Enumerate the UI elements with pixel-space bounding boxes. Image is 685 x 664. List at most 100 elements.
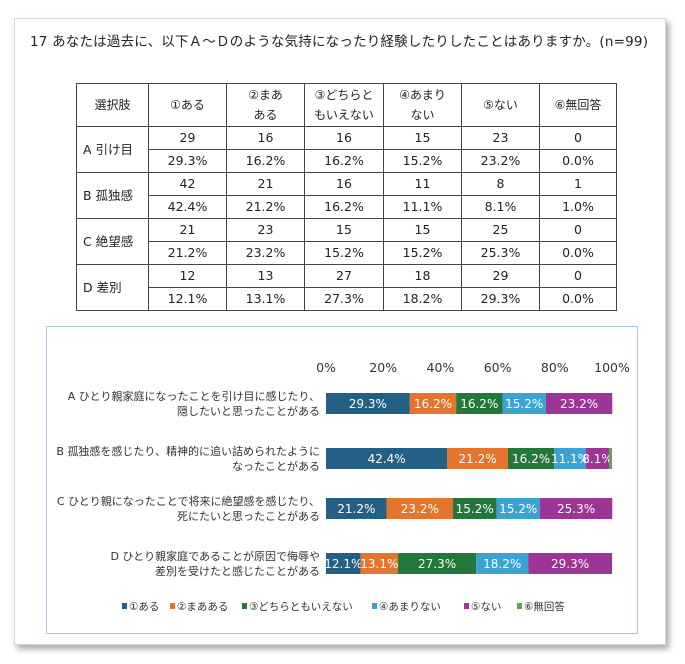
percent-cell: 29.3% bbox=[148, 149, 227, 173]
table-row: A 引け目 29 16 16 15 23 0 bbox=[76, 126, 617, 173]
category-label: なったことがある bbox=[232, 459, 320, 473]
category-label: 死にたいと思ったことがある bbox=[177, 509, 320, 523]
percent-cell: 23.2% bbox=[461, 149, 540, 173]
percent-cell: 0.0% bbox=[539, 287, 617, 311]
legend-swatch bbox=[517, 603, 522, 609]
bar-segment bbox=[609, 448, 612, 469]
percent-cell: 1.0% bbox=[539, 195, 617, 219]
data-label: 29.3% bbox=[551, 557, 589, 571]
question-title: 17 あなたは過去に、以下Ａ～Ｄのような気持になったり経験したりしたことはありま… bbox=[30, 34, 649, 50]
legend-swatch bbox=[372, 603, 377, 609]
bar-segment bbox=[502, 393, 546, 414]
bar-segment bbox=[398, 553, 477, 574]
data-label: 42.4% bbox=[368, 452, 406, 466]
legend-swatch bbox=[170, 603, 175, 609]
data-label: 29.3% bbox=[349, 397, 387, 411]
percent-cell: 27.3% bbox=[304, 287, 384, 311]
bar-segment bbox=[456, 393, 503, 414]
bar-segment bbox=[554, 448, 586, 469]
x-tick-label: 80% bbox=[541, 360, 569, 375]
row-label: A 引け目 bbox=[76, 126, 149, 173]
count-cell: 12 bbox=[148, 264, 227, 288]
bar-segment bbox=[326, 553, 361, 574]
header-cell: ⑤ない bbox=[461, 83, 540, 127]
data-label: 16.2% bbox=[460, 397, 498, 411]
table-row: 21.2% 23.2% 15.2% 15.2% 25.3% 0.0% bbox=[77, 241, 617, 265]
chart-frame bbox=[46, 326, 638, 634]
category-label: C ひとり親になったことで将来に絶望感を感じたり、 bbox=[57, 494, 320, 508]
legend-label: ②まあある bbox=[177, 601, 228, 613]
legend-swatch bbox=[464, 603, 469, 609]
data-label: 21.2% bbox=[337, 502, 375, 516]
bar-segment bbox=[360, 553, 399, 574]
percent-cell: 8.1% bbox=[461, 195, 540, 219]
data-label: 25.3% bbox=[557, 502, 595, 516]
x-tick-label: 0% bbox=[316, 360, 336, 375]
bar-segment bbox=[528, 553, 612, 574]
header-cell: 選択肢 bbox=[76, 83, 149, 127]
data-label: 13.1% bbox=[360, 557, 398, 571]
legend-label: ④あまりない bbox=[379, 601, 441, 613]
bar-segment bbox=[496, 498, 540, 519]
bar-segment bbox=[386, 498, 453, 519]
bar-segment bbox=[326, 498, 387, 519]
category-label: 差別を受けたと感じたことがある bbox=[155, 564, 320, 578]
category-label: 隠したいと思ったことがある bbox=[177, 404, 320, 418]
count-cell: 0 bbox=[539, 264, 617, 288]
bar-segment bbox=[476, 553, 529, 574]
bar-segment bbox=[507, 448, 555, 469]
legend-label: ⑥無回答 bbox=[524, 600, 565, 613]
bar-segment bbox=[447, 448, 508, 469]
data-label: 16.2% bbox=[512, 452, 550, 466]
percent-cell: 42.4% bbox=[148, 195, 227, 219]
count-cell: 8 bbox=[461, 172, 540, 196]
table-row: 42.4% 21.2% 16.2% 11.1% 8.1% 1.0% bbox=[77, 195, 617, 219]
legend-swatch bbox=[122, 603, 127, 609]
legend-label: ③どちらともいえない bbox=[249, 601, 353, 613]
percent-cell: 18.2% bbox=[383, 287, 462, 311]
data-label: 18.2% bbox=[483, 557, 521, 571]
data-label: 15.2% bbox=[456, 502, 494, 516]
bar-segment bbox=[326, 448, 448, 469]
count-cell: 15 bbox=[383, 218, 462, 242]
data-label: 16.2% bbox=[414, 397, 452, 411]
data-label: 12.1% bbox=[324, 557, 362, 571]
category-label: D ひとり親家庭であることが原因で侮辱や bbox=[110, 549, 320, 563]
table-header-row: 選択肢 ①ある ②まあ ある ③どちらと もいえない ④あまり ない ⑤ない ⑥無回答 bbox=[76, 83, 617, 127]
category-label: B 孤独感を感じたり、精神的に追い詰められたように bbox=[56, 444, 320, 458]
table-row: C 絶望感 21 23 15 15 25 0 bbox=[76, 218, 617, 265]
bar-segment bbox=[545, 393, 613, 414]
data-label: 8.1% bbox=[582, 452, 613, 466]
header-cell: ②まあ ある bbox=[226, 83, 305, 127]
bar-segment bbox=[409, 393, 457, 414]
results-table: 選択肢 ①ある ②まあ ある ③どちらと もいえない ④あまり ない ⑤ない ⑥無回答… bbox=[76, 83, 617, 311]
legend-label: ①ある bbox=[129, 601, 159, 613]
row-label: C 絶望感 bbox=[76, 218, 149, 265]
data-label: 15.2% bbox=[505, 397, 543, 411]
percent-cell: 23.2% bbox=[226, 241, 305, 265]
percent-cell: 21.2% bbox=[148, 241, 227, 265]
percent-cell: 0.0% bbox=[539, 149, 617, 173]
count-cell: 21 bbox=[148, 218, 227, 242]
bar-segment bbox=[452, 498, 497, 519]
legend-label: ⑤ない bbox=[471, 601, 501, 613]
header-cell: ③どちらと もいえない bbox=[304, 83, 384, 127]
row-label: B 孤独感 bbox=[76, 172, 149, 219]
data-label: 15.2% bbox=[499, 502, 537, 516]
bar-segment bbox=[539, 498, 613, 519]
data-label: 23.2% bbox=[401, 502, 439, 516]
header-cell: ⑥無回答 bbox=[539, 83, 617, 127]
percent-cell: 13.1% bbox=[226, 287, 305, 311]
x-tick-label: 100% bbox=[594, 360, 630, 375]
data-label: 21.2% bbox=[459, 452, 497, 466]
count-cell: 16 bbox=[304, 126, 384, 150]
header-cell: ④あまり ない bbox=[383, 83, 462, 127]
category-label: A ひとり親家庭になったことを引け目に感じたり、 bbox=[68, 389, 320, 403]
x-tick-label: 60% bbox=[484, 360, 512, 375]
percent-cell: 25.3% bbox=[461, 241, 540, 265]
count-cell: 16 bbox=[226, 126, 305, 150]
count-cell: 13 bbox=[226, 264, 305, 288]
percent-cell: 16.2% bbox=[304, 195, 384, 219]
table-row: 12.1% 13.1% 27.3% 18.2% 29.3% 0.0% bbox=[77, 287, 617, 311]
